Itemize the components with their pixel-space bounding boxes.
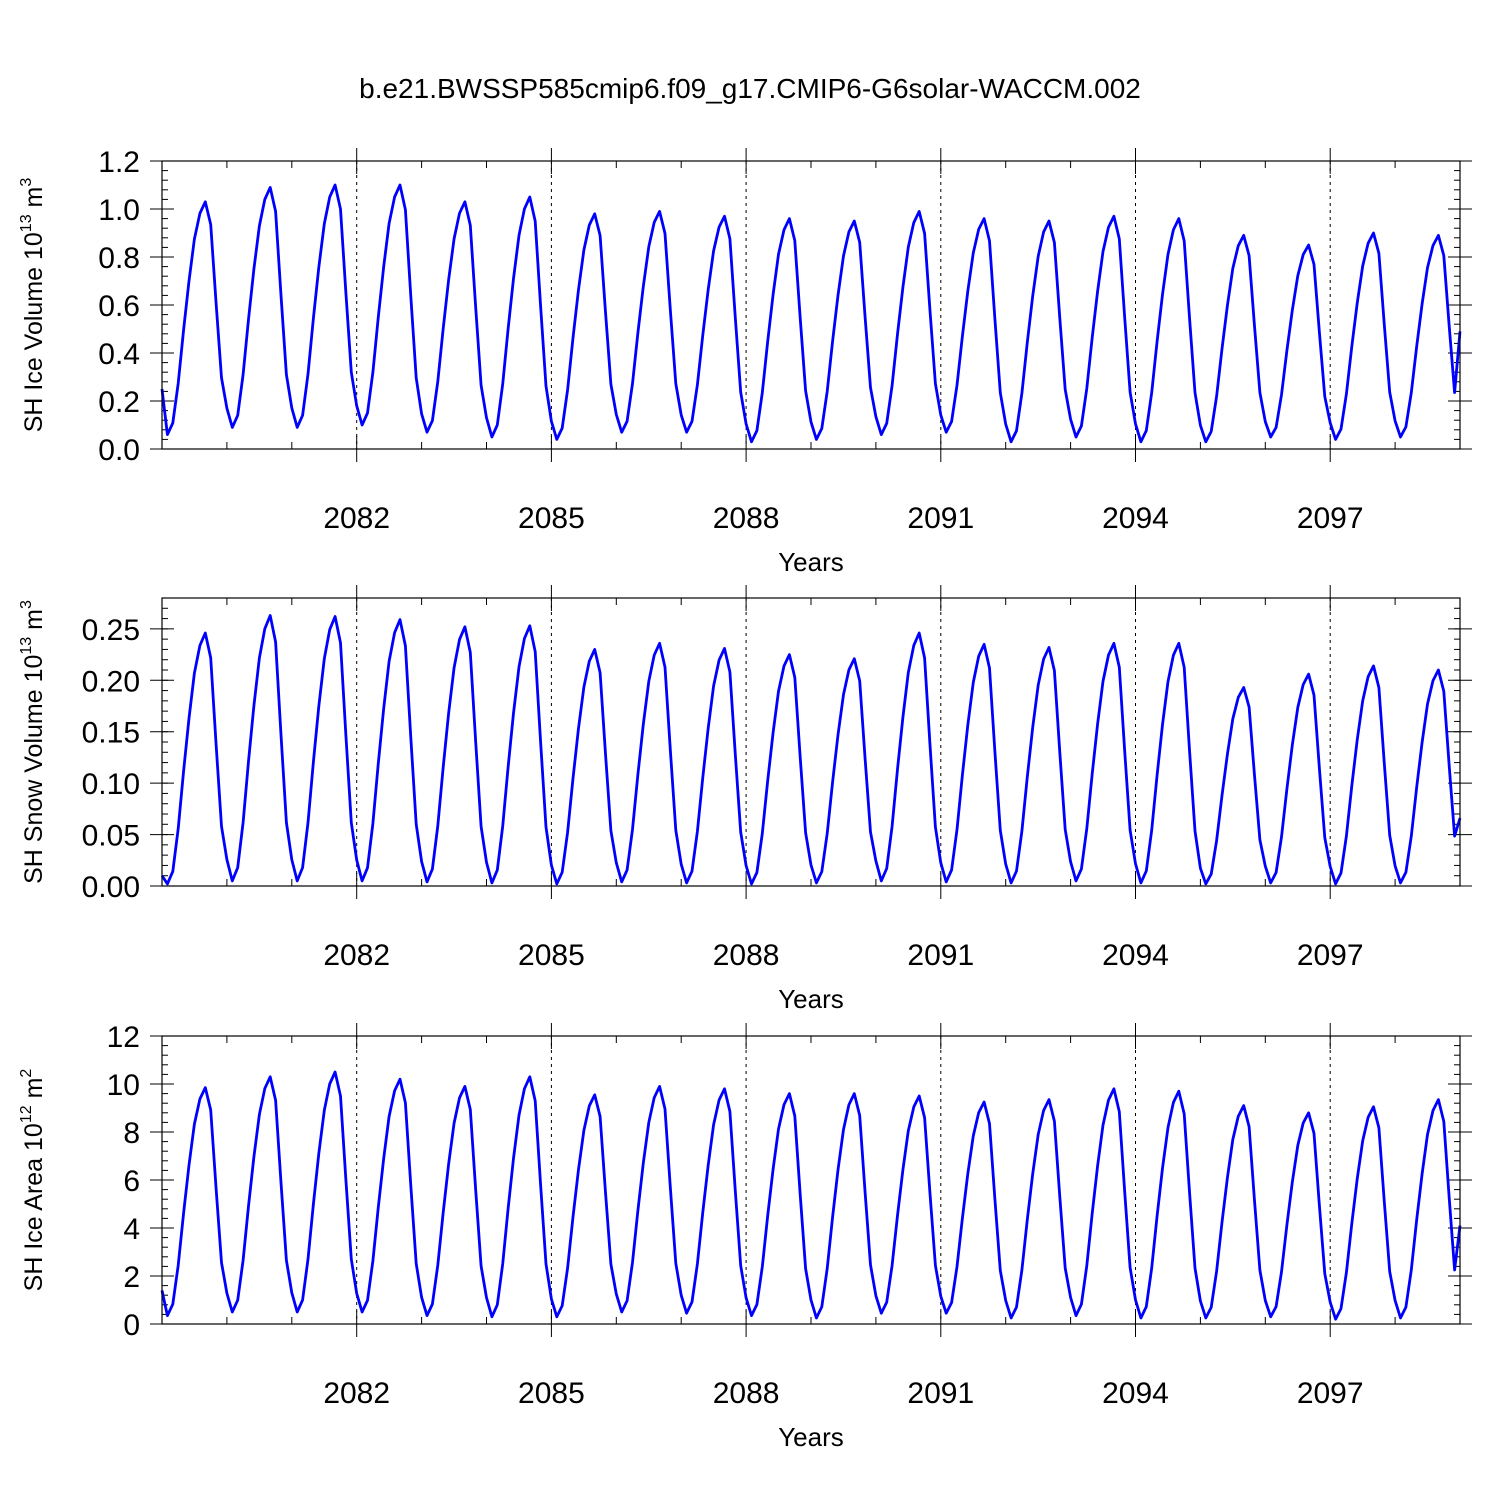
y-tick-label: 0.25 [82, 614, 140, 647]
x-tick-label: 2082 [323, 939, 390, 972]
y-tick-label: 0.6 [98, 290, 140, 323]
y-tick-label: 0.20 [82, 665, 140, 698]
y-tick-label: 1.0 [98, 194, 140, 227]
x-tick-label: 2088 [713, 1377, 780, 1410]
x-axis-label: Years [778, 1422, 844, 1452]
series-line [160, 183, 1462, 444]
x-tick-label: 2082 [323, 1377, 390, 1410]
chart-title: b.e21.BWSSP585cmip6.f09_g17.CMIP6-G6sola… [359, 73, 1141, 104]
y-tick-label: 12 [107, 1021, 140, 1054]
chart-panel-3: 0 2 4 6 8 10 12 2082 2085 2088 2091 2094 2097 Years SH… [18, 1021, 1472, 1452]
y-axis-label-unit-exponent: 3 [18, 178, 35, 187]
x-axis-label: Years [778, 984, 844, 1014]
y-axis-label-text: SH Ice Area 10 [20, 1123, 48, 1291]
y-tick-label: 0.00 [82, 871, 140, 904]
x-tick-label: 2097 [1297, 1377, 1364, 1410]
chart-panel-1: 0.0 0.2 0.4 0.6 0.8 1.0 1.2 2082 2085 2088 2091 209… [18, 146, 1472, 577]
y-axis-label-exponent: 13 [18, 214, 35, 232]
y-tick-label: 0.8 [98, 242, 140, 275]
plot-frame [161, 597, 1461, 887]
y-tick-label: 0.10 [82, 768, 140, 801]
y-axis-label: SH Ice Area 1012 m2 [18, 1069, 48, 1292]
plot-frame [161, 1035, 1461, 1325]
y-tick-label: 4 [123, 1213, 140, 1246]
y-axis-label: SH Ice Volume 1013 m3 [18, 178, 48, 433]
y-axis-label-text: SH Ice Volume 10 [20, 232, 48, 432]
y-tick-label: 2 [123, 1261, 140, 1294]
y-tick-label: 0.0 [98, 434, 140, 467]
y-tick-label: 6 [123, 1165, 140, 1198]
x-tick-label: 2094 [1102, 939, 1169, 972]
y-axis-label-text: SH Snow Volume 10 [20, 655, 48, 884]
y-tick-label: 0 [123, 1309, 140, 1342]
y-tick-label: 0.4 [98, 338, 140, 371]
series-line [160, 614, 1462, 886]
chart-panel-2: 0.00 0.05 0.10 0.15 0.20 0.25 2082 2085 2088 2091… [18, 585, 1472, 1014]
y-axis-label-unit-exponent: 3 [18, 600, 35, 609]
y-axis-label: SH Snow Volume 1013 m3 [18, 600, 48, 884]
y-axis-label-unit: m [20, 1078, 48, 1106]
x-tick-label: 2088 [713, 502, 780, 535]
x-tick-label: 2094 [1102, 1377, 1169, 1410]
x-tick-label: 2091 [907, 939, 974, 972]
x-tick-label: 2082 [323, 502, 390, 535]
x-tick-label: 2085 [518, 502, 585, 535]
x-axis-label: Years [778, 547, 844, 577]
x-tick-label: 2091 [907, 1377, 974, 1410]
x-tick-label: 2094 [1102, 502, 1169, 535]
y-tick-label: 8 [123, 1117, 140, 1150]
series-line [160, 1070, 1462, 1321]
y-axis-label-unit: m [20, 187, 48, 215]
x-tick-label: 2097 [1297, 502, 1364, 535]
y-tick-label: 1.2 [98, 146, 140, 179]
y-tick-label: 0.2 [98, 386, 140, 419]
x-tick-label: 2091 [907, 502, 974, 535]
y-tick-label: 10 [107, 1069, 140, 1102]
plot-frame [161, 160, 1461, 450]
y-axis-label-unit: m [20, 609, 48, 637]
x-tick-label: 2097 [1297, 939, 1364, 972]
x-tick-label: 2085 [518, 939, 585, 972]
y-axis-label-unit-exponent: 2 [18, 1069, 35, 1078]
y-axis-label-exponent: 13 [18, 637, 35, 655]
x-tick-label: 2088 [713, 939, 780, 972]
x-tick-label: 2085 [518, 1377, 585, 1410]
y-axis-label-exponent: 12 [18, 1105, 35, 1123]
y-tick-label: 0.15 [82, 717, 140, 750]
y-tick-label: 0.05 [82, 820, 140, 853]
